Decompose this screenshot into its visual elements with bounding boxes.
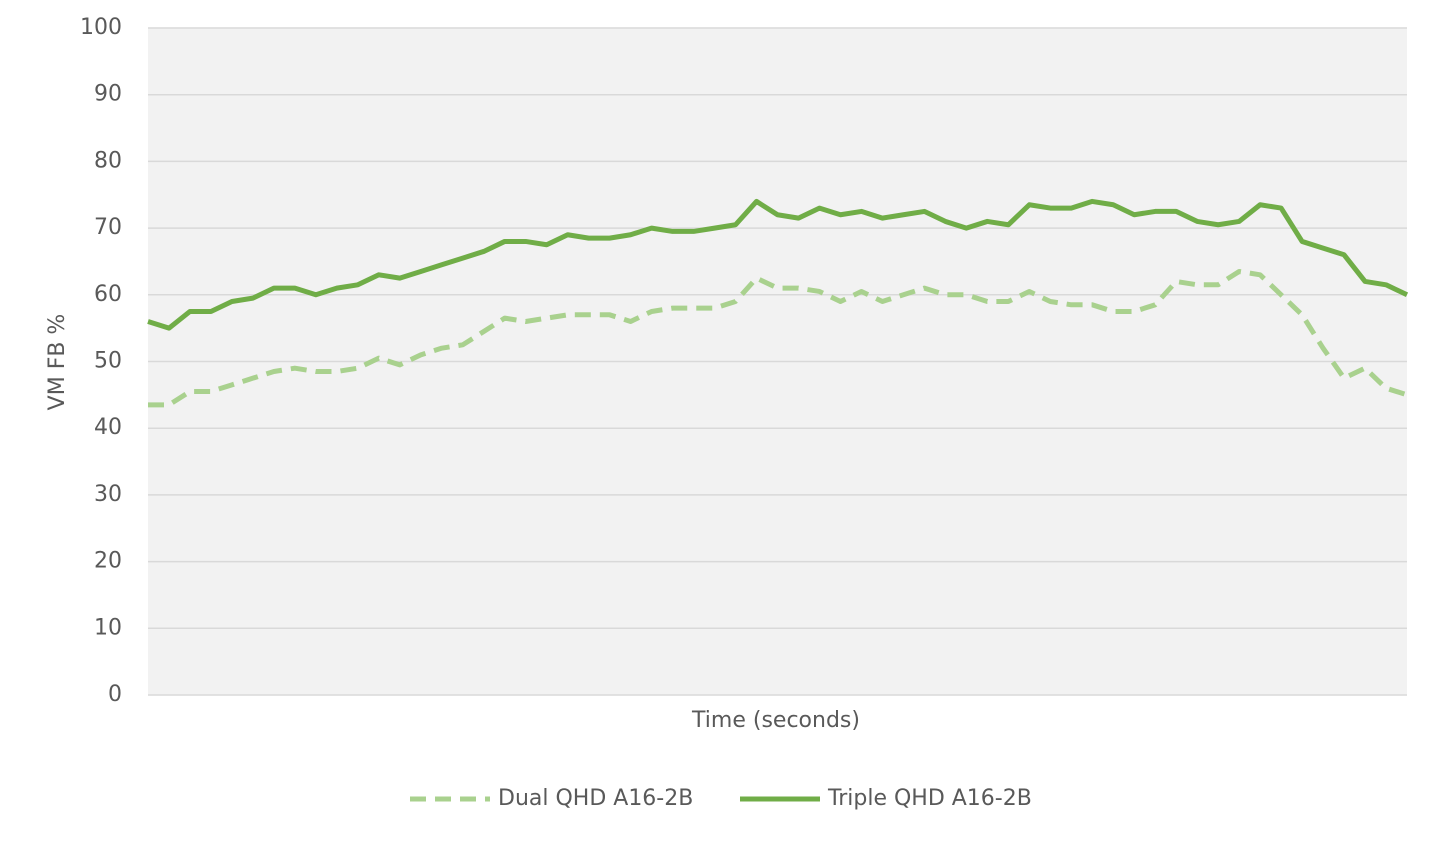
y-tick-label: 100 xyxy=(80,15,122,40)
y-tick-label: 50 xyxy=(94,349,122,374)
y-tick-label: 20 xyxy=(94,549,122,574)
series-line xyxy=(147,198,1409,331)
legend-label: Dual QHD A16-2B xyxy=(498,786,693,811)
y-tick-label: 80 xyxy=(94,148,122,173)
y-tick-label: 10 xyxy=(94,615,122,640)
y-tick-label: 30 xyxy=(94,482,122,507)
y-tick-label: 60 xyxy=(94,282,122,307)
legend-label: Triple QHD A16-2B xyxy=(827,786,1032,811)
y-axis-title: VM FB % xyxy=(45,314,70,411)
y-tick-label: 90 xyxy=(94,82,122,107)
y-tick-label: 0 xyxy=(108,682,122,707)
y-tick-label: 70 xyxy=(94,215,122,240)
y-tick-label: 40 xyxy=(94,415,122,440)
x-axis-title: Time (seconds) xyxy=(691,708,860,733)
